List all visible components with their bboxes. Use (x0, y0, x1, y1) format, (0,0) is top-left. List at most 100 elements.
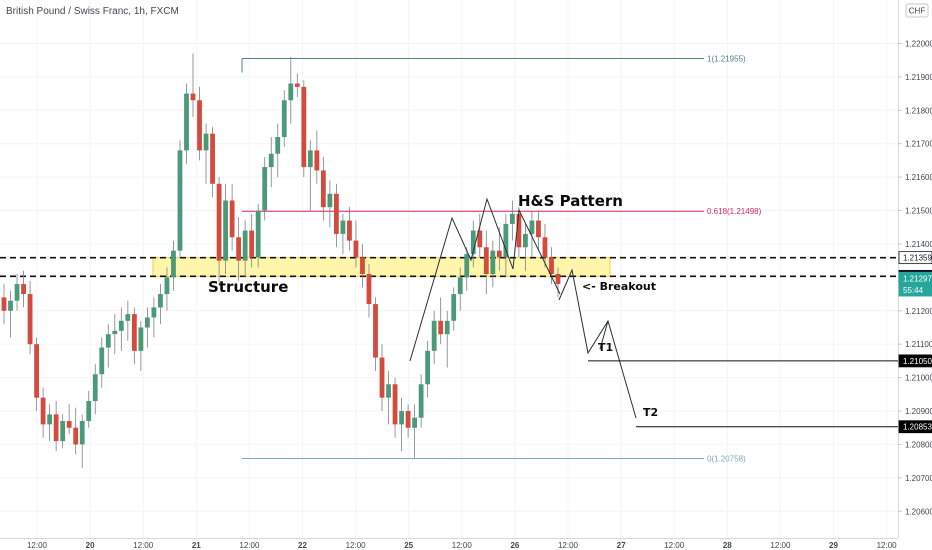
candle-body (1, 297, 7, 311)
candle-body (536, 220, 541, 238)
target-lines[interactable] (588, 360, 898, 428)
candle-body (60, 421, 66, 442)
candle-body (171, 250, 176, 278)
candle-body (451, 294, 457, 321)
candle-body (294, 83, 300, 87)
candle-body (275, 137, 281, 154)
candle-body (210, 133, 215, 184)
candle-body (144, 317, 150, 328)
candle-body (190, 93, 196, 101)
candle-body (438, 320, 444, 335)
candle-body (301, 86, 307, 168)
y-tick-label: 1.20800 (905, 440, 932, 449)
candle-body (542, 237, 548, 258)
candle-body (73, 427, 79, 445)
candles[interactable] (1, 53, 561, 468)
y-tick-label: 1.21800 (905, 106, 932, 115)
candle-body (281, 100, 287, 138)
fib-level-label: 0(1.20758) (707, 454, 746, 463)
price-badge (898, 283, 932, 297)
candle-body (268, 153, 274, 168)
x-tick-label: 22 (298, 541, 307, 550)
candle-body (288, 83, 294, 101)
candle-body (34, 344, 39, 398)
currency-selector[interactable]: CHF (905, 3, 929, 18)
chart-title: British Pound / Swiss Franc, 1h, FXCM (6, 6, 179, 17)
candle-body (347, 220, 352, 241)
candle-body (229, 200, 235, 238)
y-tick-label: 1.21500 (905, 207, 932, 216)
candle-body (14, 284, 20, 301)
candle-body (418, 384, 424, 418)
candle-body (223, 200, 228, 261)
candle-body (158, 294, 163, 308)
candle-body (184, 93, 189, 151)
price-axis-ticks: 1.22000 1.21900 1.21800 1.21700 1.21600 1.215… (898, 39, 932, 516)
candle-body (399, 411, 404, 425)
y-tick-label: 1.21400 (905, 240, 932, 249)
candle-body (177, 150, 183, 251)
price-badge-label: 1.21359 (903, 254, 932, 263)
candle-body (236, 237, 242, 261)
structure-annotation: Structure (208, 278, 288, 296)
price-badge-label: 1.20853 (903, 423, 932, 432)
candle-body (40, 397, 46, 425)
y-tick-label: 1.21000 (905, 374, 932, 383)
candle-body (131, 314, 137, 351)
candle-body (112, 330, 118, 335)
price-badge-label: 1.21050 (903, 357, 932, 366)
x-tick-label: 12:00 (133, 541, 154, 550)
candle-body (444, 320, 450, 335)
candle-body (431, 320, 437, 351)
candle-body (360, 257, 365, 275)
candle-body (457, 277, 463, 295)
candle-body (262, 167, 268, 211)
head-and-shoulders-line (409, 197, 561, 362)
x-tick-label: 12:00 (27, 541, 48, 550)
projection-tick (599, 320, 609, 350)
y-tick-label: 1.21100 (905, 340, 932, 349)
candle-body (379, 357, 385, 398)
candle-body (320, 170, 326, 208)
candle-body (216, 183, 222, 261)
price-axis[interactable]: 1.22000 1.21900 1.21800 1.21700 1.21600 1.215… (898, 0, 932, 538)
candle-body (242, 230, 248, 261)
y-tick-label: 1.22000 (905, 39, 932, 48)
pattern-drawings[interactable] (409, 197, 637, 419)
candle-body (516, 213, 522, 248)
price-badge-label: 1.21297 (903, 274, 932, 283)
candle-body (555, 274, 561, 285)
price-badge (898, 420, 932, 434)
candle-body (99, 347, 105, 375)
candle-body (118, 320, 124, 331)
x-tick-label: 21 (192, 541, 201, 550)
candle-body (477, 230, 483, 248)
fib-retracement[interactable]: 1(1.21955) 0.618(1.21498) 0(1.20758) (241, 54, 762, 463)
candle-body (92, 374, 98, 401)
y-tick-label: 1.20700 (905, 474, 932, 483)
x-tick-label: 25 (404, 541, 413, 550)
candle-body (27, 294, 33, 345)
x-tick-label: 27 (617, 541, 626, 550)
breakout-annotation: <- Breakout (582, 280, 656, 293)
y-tick-label: 1.21700 (905, 140, 932, 149)
candle-body (197, 100, 202, 151)
candle-body (8, 300, 13, 311)
x-tick-label: 12:00 (452, 541, 473, 550)
structure-zone[interactable] (152, 257, 611, 277)
x-tick-label: 26 (510, 541, 519, 550)
time-axis[interactable]: 12:00 20 12:00 21 12:00 22 12:00 25 12:00 26 12:00… (0, 538, 898, 550)
candle-body (86, 400, 92, 422)
pattern-annotation: H&S Pattern (518, 192, 623, 210)
time-axis-ticks: 12:00 20 12:00 21 12:00 22 12:00 25 12:00 26 12:00… (27, 541, 897, 550)
candle-body (425, 350, 431, 385)
candle-body (21, 284, 26, 295)
fib-level-label: 1(1.21955) (707, 54, 746, 63)
candle-body (53, 414, 59, 442)
t2-annotation: T2 (643, 406, 658, 419)
candle-body (503, 223, 509, 258)
candle-body (255, 210, 261, 258)
candle-body (405, 411, 411, 428)
candle-body (529, 220, 535, 234)
